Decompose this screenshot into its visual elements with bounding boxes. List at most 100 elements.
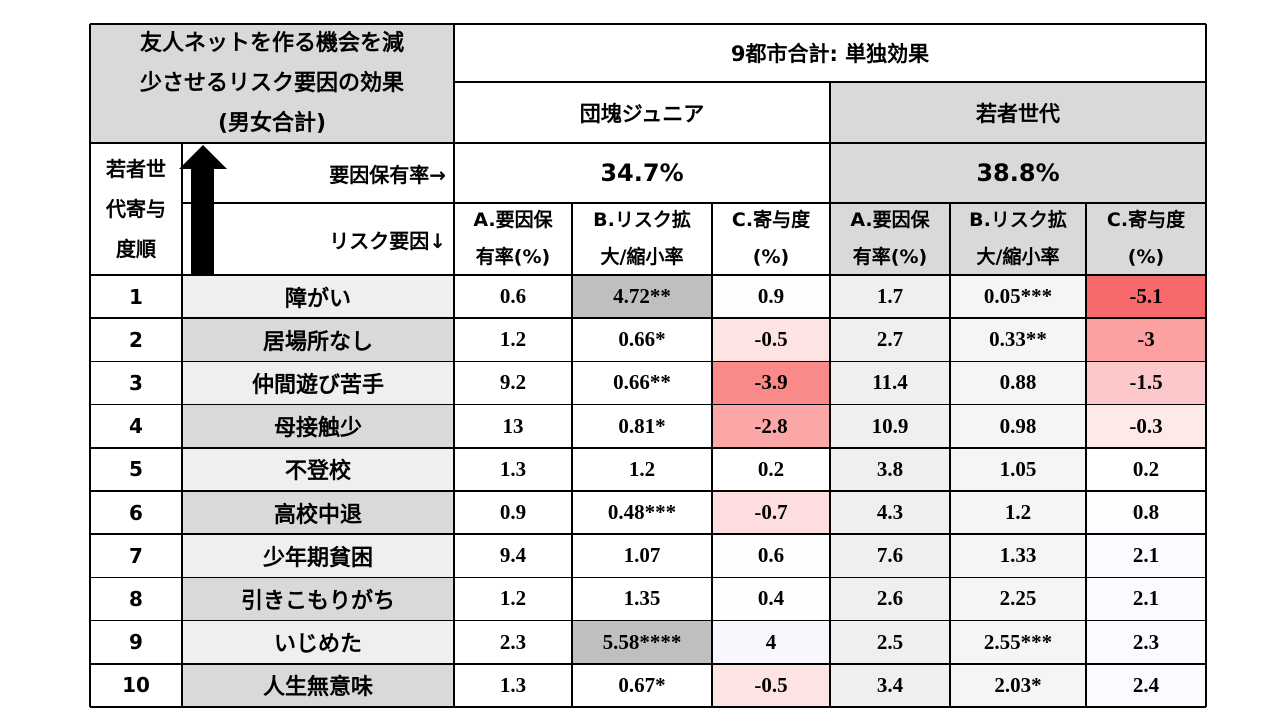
rank-cell: 3 xyxy=(90,361,182,404)
value-cell-c2: 0.8 xyxy=(1086,491,1206,535)
factor-label: 居場所なし xyxy=(262,329,373,355)
factor-label: いじめた xyxy=(273,632,362,658)
value-cell-a1: 9.2 xyxy=(454,361,572,404)
factor-cell: 不登校 xyxy=(182,447,454,491)
value-cell-c1: 0.6 xyxy=(712,534,830,578)
value-a1: 9.2 xyxy=(499,370,527,395)
value-cell-b2: 0.88 xyxy=(950,361,1086,405)
value-b2: 0.05*** xyxy=(983,284,1053,309)
column-header-line: C.寄与度 xyxy=(731,209,811,231)
group1-rate-value: 34.7% xyxy=(600,159,684,187)
value-cell-b1: 0.67* xyxy=(572,664,712,707)
grid-line xyxy=(828,82,832,707)
value-cell-b1: 5.58**** xyxy=(572,620,712,664)
value-cell-a1: 0.9 xyxy=(454,491,572,534)
value-b1: 5.58**** xyxy=(602,629,682,654)
value-cell-b1: 0.66* xyxy=(572,318,712,361)
value-a2: 3.8 xyxy=(876,456,904,481)
group1-rate: 34.7% xyxy=(454,143,830,203)
value-cell-a2: 2.6 xyxy=(830,577,950,621)
column-header-line: B.リスク拡 xyxy=(593,209,691,231)
value-a1: 1.3 xyxy=(499,456,527,481)
value-a1: 1.2 xyxy=(499,327,527,352)
grid-line xyxy=(90,403,1206,406)
value-b2: 2.03* xyxy=(994,672,1042,697)
column-header-line: A.要因保 xyxy=(850,209,930,231)
rank-value: 1 xyxy=(129,284,143,309)
value-cell-c1: -0.5 xyxy=(712,663,830,707)
value-b2: 1.05 xyxy=(999,456,1037,481)
rank-cell: 10 xyxy=(90,664,182,707)
value-c2: 2.4 xyxy=(1132,672,1160,697)
rank-order-line: 若者世 xyxy=(106,157,166,181)
rate-label: 要因保有率→ xyxy=(329,162,446,187)
up-arrow-icon xyxy=(179,145,227,274)
value-cell-c2: 2.1 xyxy=(1086,577,1206,621)
value-cell-b2: 1.2 xyxy=(950,491,1086,535)
value-cell-c1: -0.5 xyxy=(712,318,830,362)
value-cell-c1: -0.7 xyxy=(712,491,830,535)
value-cell-a2: 3.4 xyxy=(830,663,950,707)
value-cell-c2: -1.5 xyxy=(1086,361,1206,405)
value-a1: 0.6 xyxy=(499,284,527,309)
column-header-line: 大/縮小率 xyxy=(976,246,1060,268)
rank-value: 7 xyxy=(129,543,143,568)
column-header-b1: B.リスク拡 大/縮小率 xyxy=(572,203,712,275)
value-c2: -5.1 xyxy=(1129,284,1163,309)
rank-value: 4 xyxy=(129,414,143,439)
factor-cell: 高校中退 xyxy=(182,491,454,535)
rank-value: 3 xyxy=(129,370,143,395)
value-cell-a2: 2.5 xyxy=(830,620,950,664)
value-cell-b1: 4.72** xyxy=(572,275,712,319)
value-cell-a1: 1.3 xyxy=(454,664,572,707)
rank-value: 8 xyxy=(129,586,143,611)
risk-label: リスク要因↓ xyxy=(329,228,446,253)
factor-label: 引きこもりがち xyxy=(240,588,395,614)
value-cell-b1: 1.07 xyxy=(572,534,712,577)
group2-rate: 38.8% xyxy=(830,143,1206,203)
grid-line xyxy=(90,663,1206,665)
column-header-c1: C.寄与度 (%) xyxy=(712,203,830,275)
value-c1: -0.7 xyxy=(754,500,788,525)
factor-label: 障がい xyxy=(284,286,351,312)
group1-header: 団塊ジュニア xyxy=(454,82,830,143)
grid-line xyxy=(90,447,1206,449)
value-cell-b1: 1.35 xyxy=(572,577,712,620)
value-c2: 0.8 xyxy=(1132,500,1160,525)
grid-line xyxy=(181,143,183,707)
value-a1: 1.2 xyxy=(499,586,527,611)
value-c2: -3 xyxy=(1137,327,1155,352)
value-cell-a1: 13 xyxy=(454,405,572,448)
value-cell-c2: 2.1 xyxy=(1086,534,1206,578)
value-b2: 2.25 xyxy=(999,586,1037,611)
value-b1: 1.2 xyxy=(628,456,656,481)
value-c2: 2.3 xyxy=(1132,629,1160,654)
value-b1: 0.81* xyxy=(618,413,666,438)
value-cell-a1: 0.6 xyxy=(454,275,572,318)
value-cell-a1: 1.2 xyxy=(454,318,572,361)
column-header-line: (%) xyxy=(1127,246,1165,268)
value-a1: 13 xyxy=(502,413,524,438)
value-c2: 0.2 xyxy=(1132,456,1160,481)
column-header-a1: A.要因保 有率(%) xyxy=(454,203,572,275)
value-cell-a2: 1.7 xyxy=(830,275,950,319)
risk-label-cell: リスク要因↓ xyxy=(182,203,454,275)
value-a2: 7.6 xyxy=(876,543,904,568)
value-cell-b2: 1.05 xyxy=(950,447,1086,491)
grid-line xyxy=(90,576,1206,579)
rank-order-line: 度順 xyxy=(116,237,156,261)
factor-label: 仲間遊び苦手 xyxy=(251,372,384,398)
group2-header: 若者世代 xyxy=(830,82,1206,143)
value-cell-b2: 2.03* xyxy=(950,663,1086,707)
value-cell-b2: 1.33 xyxy=(950,534,1086,578)
value-c1: 0.4 xyxy=(757,586,785,611)
value-c2: 2.1 xyxy=(1132,543,1160,568)
overall-label: 9都市合計: 単独効果 xyxy=(730,42,930,66)
value-cell-c1: 0.4 xyxy=(712,577,830,621)
value-b2: 0.88 xyxy=(999,370,1037,395)
group2-rate-value: 38.8% xyxy=(976,159,1060,187)
rank-value: 10 xyxy=(122,673,150,698)
value-cell-a2: 3.8 xyxy=(830,447,950,491)
value-b2: 2.55*** xyxy=(983,629,1053,654)
rank-value: 9 xyxy=(129,630,143,655)
